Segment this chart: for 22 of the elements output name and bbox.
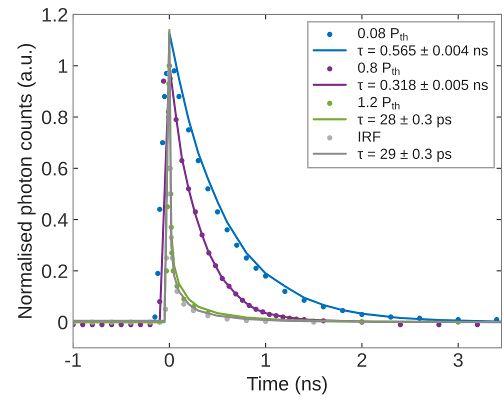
x-tick-label: 2 bbox=[357, 353, 366, 367]
y-tick-label: 1.2 bbox=[42, 8, 68, 22]
x-tick-label: -1 bbox=[65, 353, 81, 367]
legend-label: 0.08 P$_{th}$ bbox=[358, 28, 408, 41]
legend-label: 1.2 P$_{th}$ bbox=[358, 96, 400, 110]
legend-label: IRF bbox=[358, 132, 380, 142]
y-tick-label: 1 bbox=[58, 59, 68, 73]
y-tick-label: 0.6 bbox=[42, 162, 68, 176]
x-tick-label: 3 bbox=[453, 353, 463, 367]
legend-label: τ = 0.318 ± 0.005 ns bbox=[358, 80, 488, 90]
y-tick-label: 0.4 bbox=[42, 213, 68, 227]
legend-label: τ = 0.565 ± 0.004 ns bbox=[358, 45, 488, 56]
x-tick-label: 1 bbox=[262, 353, 270, 367]
y-tick-label: 0.8 bbox=[42, 110, 68, 124]
x-tick-label: 0 bbox=[164, 353, 174, 367]
legend-label: τ = 29 ± 0.3 ps bbox=[358, 148, 452, 162]
y-tick-label: 0.2 bbox=[42, 264, 68, 278]
y-tick-label: 0 bbox=[58, 316, 68, 330]
legend-label: 0.8 P$_{th}$ bbox=[358, 62, 400, 76]
legend-label: τ = 28 ± 0.3 ps bbox=[358, 114, 452, 128]
x-axis-title: Time (ns) bbox=[247, 376, 327, 394]
y-axis-title: Normalised photon counts (a.u.) bbox=[18, 44, 36, 318]
